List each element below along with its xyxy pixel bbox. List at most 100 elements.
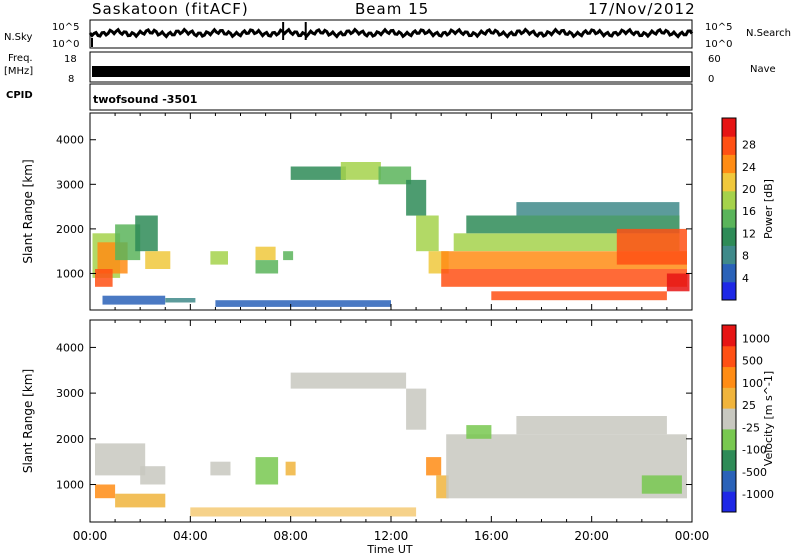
velocity-panel-cell bbox=[641, 475, 682, 494]
power-colorbar-tick-label: 24 bbox=[742, 161, 756, 174]
velocity-panel-cell bbox=[426, 457, 442, 476]
nsearch-tick-top: 10^5 bbox=[705, 22, 733, 33]
power-colorbar-segment bbox=[722, 281, 736, 301]
nsky-tick-bottom: 10^0 bbox=[52, 39, 80, 50]
power-panel-cell bbox=[145, 251, 171, 269]
power-colorbar-segment bbox=[722, 172, 736, 192]
velocity-colorbar-tick-label: 100 bbox=[742, 377, 763, 390]
y-tick-label: 2000 bbox=[56, 433, 84, 446]
velocity-colorbar-tick-label: 25 bbox=[742, 399, 756, 412]
x-tick-label: 08:00 bbox=[273, 529, 308, 543]
power-panel-cell bbox=[255, 246, 276, 261]
velocity-colorbar-segment bbox=[722, 428, 736, 451]
power-panel-cell bbox=[165, 298, 196, 303]
power-colorbar-segment bbox=[722, 154, 736, 174]
power-colorbar-segment bbox=[722, 227, 736, 246]
power-panel-cell bbox=[340, 162, 381, 180]
freq-tick-bottom: 8 bbox=[68, 74, 75, 85]
y-tick-label: 2000 bbox=[56, 223, 84, 236]
velocity-panel-cell bbox=[210, 461, 231, 476]
velocity-colorbar-segment bbox=[722, 491, 736, 513]
velocity-panel-cell bbox=[190, 507, 417, 517]
x-tick-label: 04:00 bbox=[173, 529, 208, 543]
velocity-panel-cell bbox=[466, 425, 492, 439]
velocity-colorbar-segment bbox=[722, 366, 736, 388]
power-colorbar-segment bbox=[722, 245, 736, 265]
velocity-panel-cell bbox=[516, 416, 667, 435]
y-tick-label: 4000 bbox=[56, 341, 84, 354]
velocity-colorbar-segment bbox=[722, 449, 736, 471]
velocity-colorbar-tick-label: -100 bbox=[742, 444, 767, 457]
freq-label: Freq. bbox=[8, 53, 33, 64]
power-panel-cell bbox=[378, 166, 412, 185]
power-panel-cell bbox=[666, 273, 690, 292]
nsearch-label: N.Search bbox=[746, 28, 792, 39]
date-title: 17/Nov/2012 bbox=[588, 0, 696, 18]
velocity-panel-cell bbox=[95, 484, 116, 499]
y-tick-label: 3000 bbox=[56, 178, 84, 191]
velocity-colorbar-title: Velocity [m s^-1] bbox=[762, 371, 775, 466]
beam-title: Beam 15 bbox=[355, 0, 430, 18]
y-tick-label: 1000 bbox=[56, 479, 84, 492]
freq-tick-top: 18 bbox=[64, 54, 77, 65]
velocity-ylabel: Slant Range [km] bbox=[21, 369, 35, 473]
velocity-colorbar-tick-label: -500 bbox=[742, 466, 767, 479]
freq-trace bbox=[92, 66, 690, 77]
velocity-panel-cell bbox=[290, 372, 407, 389]
nave-tick-top: 60 bbox=[708, 54, 721, 65]
freq-panel-frame bbox=[89, 51, 693, 83]
power-colorbar-segment bbox=[722, 190, 736, 210]
power-panel-cell bbox=[416, 215, 439, 252]
power-panel-cell bbox=[406, 179, 427, 216]
power-colorbar-title: Power [dB] bbox=[762, 179, 775, 239]
power-panel-cell bbox=[283, 251, 294, 261]
nsearch-tick-bottom: 10^0 bbox=[705, 39, 733, 50]
power-ylabel: Slant Range [km] bbox=[21, 159, 35, 263]
power-panel-cell bbox=[210, 251, 228, 265]
station-title: Saskatoon (fitACF) bbox=[92, 0, 249, 18]
velocity-panel-cell bbox=[406, 388, 427, 430]
power-panel-cells bbox=[92, 162, 690, 307]
freq-unit: [MHz] bbox=[4, 66, 34, 77]
velocity-colorbar-segment bbox=[722, 387, 736, 409]
power-colorbar-segment bbox=[722, 118, 736, 137]
cpid-panel-frame bbox=[89, 83, 693, 111]
power-colorbar-tick-label: 20 bbox=[742, 183, 756, 196]
power-panel-cell bbox=[441, 269, 687, 287]
velocity-colorbar-segment bbox=[722, 470, 736, 492]
velocity-colorbar-tick-label: -25 bbox=[742, 421, 760, 434]
velocity-panel-cell bbox=[95, 443, 146, 476]
power-colorbar-tick-label: 4 bbox=[742, 272, 749, 285]
power-colorbar-segment bbox=[722, 263, 736, 283]
x-axis-label: Time UT bbox=[366, 543, 412, 554]
y-tick-label: 3000 bbox=[56, 387, 84, 400]
velocity-panel-cell bbox=[255, 457, 279, 485]
velocity-colorbar-tick-label: 500 bbox=[742, 355, 763, 368]
x-tick-label: 16:00 bbox=[474, 529, 509, 543]
power-panel-cell bbox=[516, 202, 680, 216]
x-tick-label: 00:00 bbox=[73, 529, 108, 543]
power-panel-cell bbox=[102, 295, 166, 305]
velocity-colorbar-segment bbox=[722, 325, 736, 347]
power-panel-cell bbox=[290, 166, 346, 180]
cpid-value: twofsound -3501 bbox=[93, 93, 198, 106]
x-tick-label: 20:00 bbox=[574, 529, 609, 543]
velocity-panel-cells bbox=[95, 372, 687, 517]
velocity-panel-cell bbox=[140, 466, 166, 485]
cpid-label: CPID bbox=[6, 90, 33, 101]
power-panel-cell bbox=[491, 291, 667, 301]
power-panel-cell bbox=[135, 215, 158, 252]
x-tick-label: 12:00 bbox=[374, 529, 409, 543]
velocity-colorbar-segment bbox=[722, 408, 736, 430]
velocity-colorbar-tick-label: 1000 bbox=[742, 332, 770, 345]
velocity-panel-cell bbox=[436, 475, 449, 499]
nsky-tick-top: 10^5 bbox=[52, 22, 80, 33]
power-colorbar-tick-label: 16 bbox=[742, 205, 756, 218]
x-tick-label: 00:00 bbox=[675, 529, 710, 543]
power-panel-cell bbox=[95, 269, 113, 287]
nave-label: Nave bbox=[750, 64, 776, 75]
velocity-colorbar-frame bbox=[721, 324, 737, 513]
power-colorbar-tick-label: 12 bbox=[742, 227, 756, 240]
power-panel-cell bbox=[255, 260, 279, 274]
